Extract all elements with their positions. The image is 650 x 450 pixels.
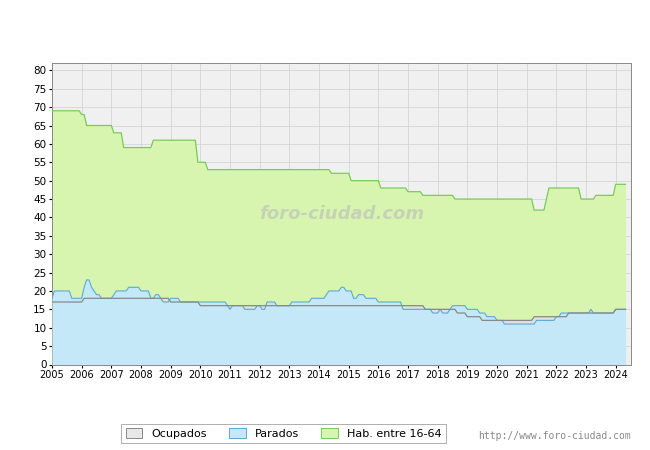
Legend: Ocupados, Parados, Hab. entre 16-64: Ocupados, Parados, Hab. entre 16-64 [121, 424, 446, 443]
Text: foro-ciudad.com: foro-ciudad.com [259, 205, 424, 223]
Text: Hontangas - Evolucion de la poblacion en edad de Trabajar Mayo de 2024: Hontangas - Evolucion de la poblacion en… [94, 21, 556, 33]
Text: http://www.foro-ciudad.com: http://www.foro-ciudad.com [478, 431, 630, 441]
